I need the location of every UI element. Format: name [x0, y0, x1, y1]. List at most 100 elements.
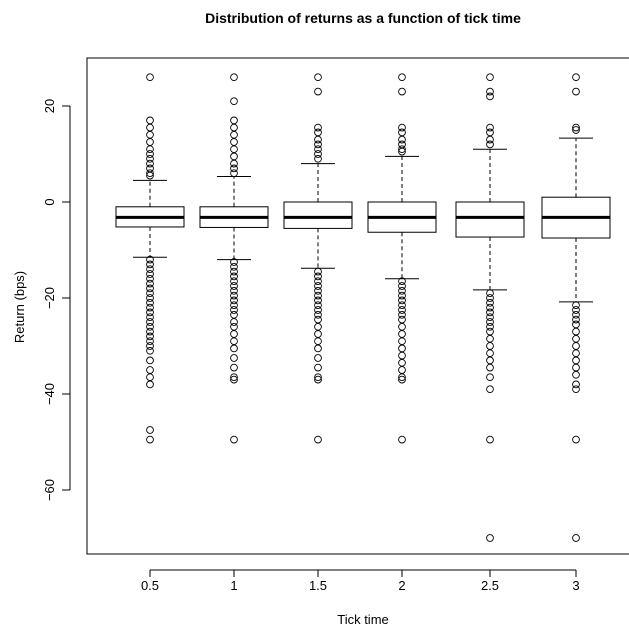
outlier-point: [146, 284, 154, 293]
outlier-point: [230, 258, 238, 266]
outlier-point: [146, 279, 154, 288]
outlier-point: [486, 318, 494, 326]
outlier-point: [486, 135, 494, 144]
outlier-point: [314, 272, 322, 281]
outlier-point: [572, 126, 580, 134]
outlier-point: [572, 310, 580, 319]
boxes-layer: [115, 73, 611, 542]
outlier-point: [314, 87, 322, 96]
outlier-point: [398, 301, 406, 310]
outlier-point: [146, 346, 154, 355]
outlier-point: [314, 286, 322, 295]
outlier-point: [230, 73, 238, 82]
outlier-point: [398, 306, 406, 314]
x-axis: 0.5 1 1.5 2 2.5 3: [141, 569, 580, 593]
outlier-point: [314, 296, 322, 305]
outlier-point: [486, 363, 494, 372]
x-tick-label: 1: [230, 578, 237, 593]
x-tick-label: 1.5: [309, 578, 327, 593]
outlier-point: [314, 140, 322, 149]
outlier-point: [314, 145, 322, 154]
outlier-point: [314, 123, 322, 132]
outlier-point: [314, 150, 322, 158]
box-2.5: [455, 73, 525, 542]
outlier-point: [572, 87, 580, 96]
iqr-box: [283, 201, 353, 229]
x-tick-label: 2.5: [481, 578, 499, 593]
outlier-point: [398, 87, 406, 96]
outlier-point: [230, 291, 238, 300]
box-0.5: [115, 73, 185, 444]
y-axis: 20 0 −20 −40 −60: [42, 99, 71, 501]
outlier-point: [314, 306, 322, 314]
outlier-point: [572, 435, 580, 444]
outlier-point: [146, 255, 154, 264]
y-tick-label: 20: [42, 99, 57, 113]
outlier-point: [146, 73, 154, 82]
outlier-point: [230, 267, 238, 276]
outlier-point: [146, 298, 154, 307]
outlier-point: [398, 147, 406, 156]
outlier-point: [230, 282, 238, 290]
outlier-point: [230, 164, 238, 173]
outlier-point: [486, 313, 494, 322]
outlier-point: [314, 344, 322, 353]
outlier-point: [486, 322, 494, 331]
outlier-point: [314, 375, 322, 384]
outlier-point: [398, 373, 406, 382]
outlier-point: [146, 318, 154, 326]
outlier-point: [314, 291, 322, 300]
outlier-point: [146, 289, 154, 298]
outlier-point: [230, 306, 238, 314]
outlier-point: [230, 373, 238, 382]
y-tick-label: −20: [42, 287, 57, 309]
outlier-point: [486, 308, 494, 317]
outlier-point: [572, 370, 580, 379]
x-axis-label: Tick time: [337, 612, 389, 627]
outlier-point: [230, 277, 238, 286]
outlier-point: [146, 313, 154, 322]
outlier-point: [314, 267, 322, 276]
outlier-point: [398, 286, 406, 295]
outlier-point: [486, 140, 494, 149]
outlier-point: [230, 97, 238, 106]
outlier-point: [398, 135, 406, 144]
plot-frame: [86, 57, 629, 555]
outlier-point: [146, 274, 154, 283]
chart-title: Distribution of returns as a function of…: [205, 10, 521, 26]
outlier-point: [146, 260, 154, 269]
outlier-point: [146, 145, 154, 154]
outlier-point: [146, 380, 154, 389]
outlier-point: [230, 435, 238, 444]
outlier-point: [486, 87, 494, 96]
outlier-point: [486, 289, 494, 298]
outlier-point: [146, 342, 154, 350]
outlier-point: [398, 310, 406, 319]
outlier-point: [146, 169, 154, 178]
y-tick-label: −40: [42, 383, 57, 405]
outlier-point: [486, 303, 494, 312]
outlier-point: [486, 92, 494, 101]
outlier-point: [314, 301, 322, 310]
outlier-point: [486, 373, 494, 382]
outlier-point: [230, 363, 238, 372]
outlier-point: [146, 332, 154, 341]
outlier-point: [146, 308, 154, 317]
x-tick-label: 3: [572, 578, 579, 593]
outlier-point: [146, 265, 154, 274]
outlier-point: [398, 277, 406, 286]
outlier-point: [146, 150, 154, 158]
outlier-point: [398, 123, 406, 132]
outlier-point: [398, 73, 406, 82]
outlier-point: [146, 322, 154, 331]
box-1.5: [283, 73, 353, 444]
outlier-point: [486, 435, 494, 444]
x-tick-label: 0.5: [141, 578, 159, 593]
outlier-point: [314, 135, 322, 144]
outlier-point: [486, 534, 494, 542]
outlier-point: [398, 435, 406, 444]
outlier-point: [314, 435, 322, 444]
outlier-point: [486, 298, 494, 307]
outlier-point: [230, 169, 238, 178]
